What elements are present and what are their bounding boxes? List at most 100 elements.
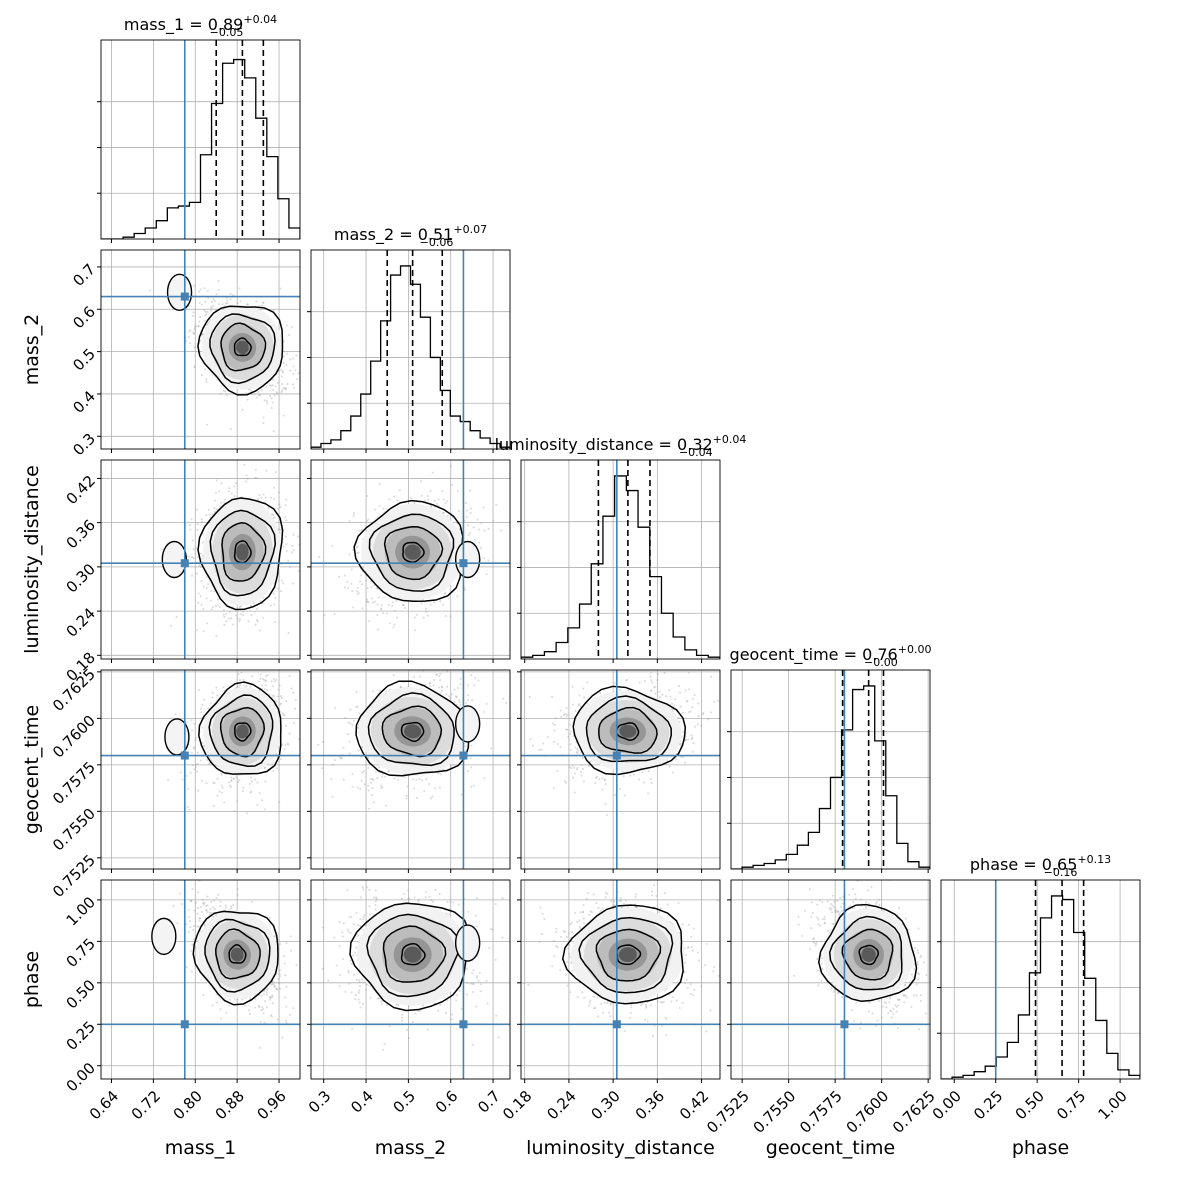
y-tick-label: 0.24 [63,604,99,640]
contour-line [383,525,444,581]
hist-title-phase: phase = 0.65+0.13 −0.16 [970,853,1111,879]
scatter-panel-geocent_time-vs-mass_1 [97,669,301,873]
x-tick-label: 0.96 [253,1087,289,1123]
y-tick-label: 0.3 [69,430,99,460]
y-tick-label: 0.50 [63,976,99,1012]
contour-line [561,904,684,1005]
y-axis-label-geocent_time: geocent_time [21,705,43,834]
axes-frame [730,879,931,1080]
x-tick-label: 0.7575 [796,1087,846,1137]
contour-line [368,513,455,592]
x-tick-label: 0.25 [970,1087,1006,1123]
x-tick-label: 1.00 [1095,1087,1131,1123]
histogram-step [311,265,510,449]
scatter-panel-phase-vs-luminosity_distance [517,879,721,1083]
contour-line [215,928,261,980]
y-tick-label: 0.5 [69,345,99,375]
x-tick-label: 0.42 [676,1087,712,1123]
truth-marker [459,1020,468,1029]
scatter-panel-mass_2-vs-mass_1 [97,249,301,453]
axes-frame [520,669,721,870]
x-tick-label: 0.4 [347,1087,377,1117]
axes-frame [730,669,931,870]
axes-frame [100,669,301,870]
axes-frame [100,39,301,240]
titles-layer: mass_1 = 0.89+0.04 −0.05 mass_2 = 0.51+0.0… [124,13,1111,879]
contour-line [572,685,687,776]
histogram-step [521,475,720,659]
x-tick-label: 0.72 [128,1087,164,1123]
y-tick-label: 0.7575 [49,758,99,808]
contour-line [367,692,455,767]
axes-frame [520,879,721,1080]
x-tick-label: 0.36 [632,1087,668,1123]
density-level [861,947,876,962]
x-tick-label: 0.00 [929,1087,965,1123]
truth-marker [840,1020,849,1029]
hist-panel-mass_1 [97,39,301,243]
y-tick-label: 0.7525 [49,851,99,901]
x-tick-label: 0.64 [86,1087,122,1123]
y-tick-label: 0.7 [69,260,99,290]
contour-line [828,915,903,991]
secondary-contour [454,540,481,579]
truth-marker [459,751,468,760]
axes-frame [310,669,511,870]
y-axis-label-mass_2: mass_2 [21,314,43,386]
x-tick-label: 0.50 [1012,1087,1048,1123]
x-tick-label: 0.7525 [703,1087,753,1137]
axes-frame [100,459,301,660]
hist-panel-geocent_time [727,669,931,873]
density-level [619,724,637,738]
y-tick-label: 0.7600 [49,712,99,762]
density-level [236,724,249,739]
contour-line [221,521,267,582]
x-tick-label: 0.7600 [843,1087,893,1137]
x-axis-label-luminosity_distance: luminosity_distance [526,1137,715,1159]
contour-line [402,541,425,564]
y-tick-label: 1.00 [63,893,99,929]
x-axis-label-geocent_time: geocent_time [766,1137,895,1159]
axes-frame [520,459,721,660]
scatter-panel-geocent_time-vs-mass_2 [307,669,511,873]
density-level [404,724,422,739]
density-level [235,340,249,355]
truth-marker [180,751,189,760]
contour-line [233,337,252,357]
secondary-contour [454,705,481,743]
secondary-contour [166,273,193,312]
contour-line [355,680,470,777]
contour-line [400,942,426,966]
y-tick-label: 0.4 [69,387,99,417]
x-tick-label: 0.75 [1053,1087,1089,1123]
contour-line [595,928,662,982]
truth-marker [180,1020,189,1029]
contour-line [382,925,447,983]
contour-line [858,944,880,966]
axes-frame [940,879,1141,1080]
hist-panel-mass_2 [307,249,511,453]
contour-line [197,305,284,396]
axes-frame [310,459,511,660]
y-tick-label: 0.25 [63,1018,99,1054]
scatter-panel-luminosity_distance-vs-mass_1 [97,459,301,663]
hist-title-luminosity_distance: luminosity_distance = 0.32+0.04 −0.04 [495,433,747,459]
secondary-contour [454,924,481,962]
contour-line [198,681,282,775]
x-tick-label: 0.18 [499,1087,535,1123]
y-axis-label-luminosity_distance: luminosity_distance [21,465,43,654]
contour-line [400,721,425,743]
axes-frame [310,879,511,1080]
density-level [404,544,421,560]
contour-line [220,322,267,372]
density-level [236,543,249,561]
contour-line [204,918,271,993]
y-tick-label: 0.00 [63,1059,99,1095]
contour-line [585,695,672,763]
contour-line [208,694,274,768]
truth-marker [180,292,189,301]
density-level [618,947,637,963]
histogram-step [941,895,1140,1079]
y-tick-label: 0.7550 [49,805,99,855]
x-tick-label: 0.3 [305,1087,335,1117]
